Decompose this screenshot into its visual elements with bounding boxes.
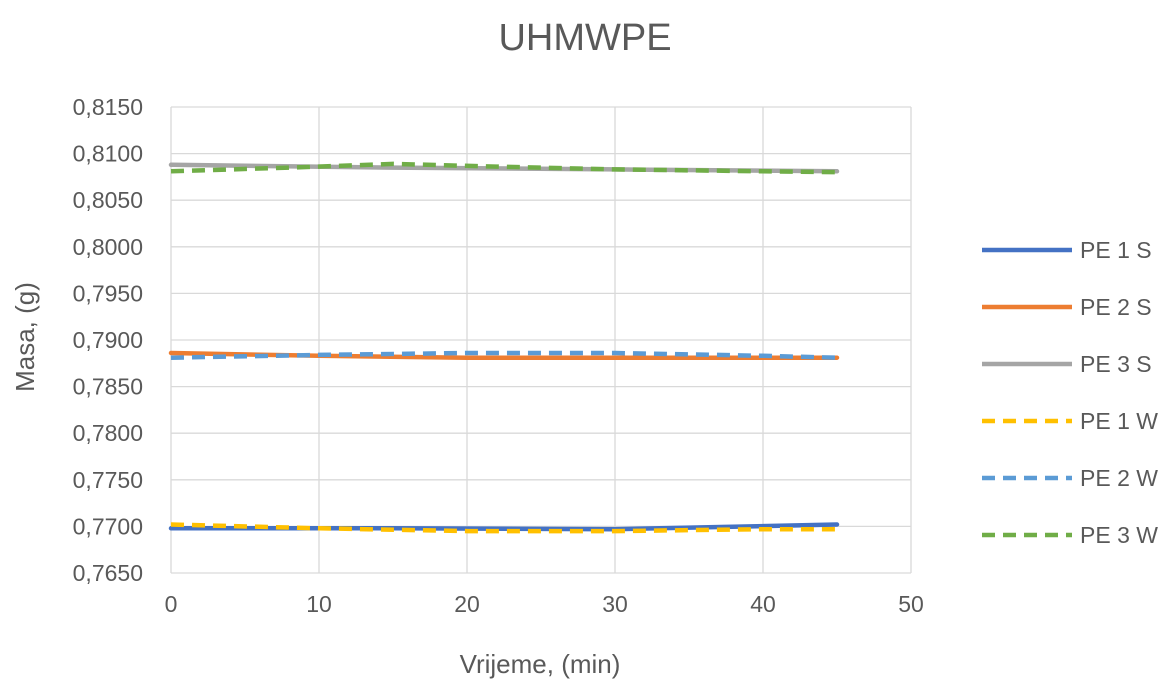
y-tick-label: 0,8100 <box>73 141 143 167</box>
x-axis-ticks: 0 10 20 30 40 50 <box>165 591 924 617</box>
y-tick-label: 0,8000 <box>73 234 143 260</box>
y-tick-label: 0,8150 <box>73 94 143 120</box>
x-tick-label: 50 <box>898 591 924 617</box>
x-tick-label: 40 <box>750 591 776 617</box>
legend: PE 1 S PE 2 S PE 3 S PE 1 W PE 2 W PE 3 W <box>982 237 1158 548</box>
x-tick-label: 20 <box>454 591 480 617</box>
y-tick-label: 0,7800 <box>73 420 143 446</box>
legend-label: PE 1 W <box>1080 408 1158 434</box>
y-axis-ticks: 0,7650 0,7700 0,7750 0,7800 0,7850 0,7900 0,79… <box>73 94 143 586</box>
series-line-2 <box>168 350 840 360</box>
series-line-3 <box>168 162 840 174</box>
y-tick-label: 0,7650 <box>73 560 143 586</box>
legend-label: PE 2 S <box>1080 294 1152 320</box>
legend-label: PE 2 W <box>1080 465 1158 491</box>
y-tick-label: 0,7950 <box>73 280 143 306</box>
y-tick-label: 0,7750 <box>73 467 143 493</box>
legend-label: PE 3 S <box>1080 351 1152 377</box>
gridlines <box>170 106 912 574</box>
legend-label: PE 1 S <box>1080 237 1152 263</box>
series-lines <box>168 161 840 534</box>
legend-label: PE 3 W <box>1080 522 1158 548</box>
x-tick-label: 0 <box>165 591 178 617</box>
x-axis-label: Vrijeme, (min) <box>460 649 621 679</box>
chart-title: UHMWPE <box>498 17 671 59</box>
series-line-1 <box>168 522 840 532</box>
y-tick-label: 0,7700 <box>73 513 143 539</box>
y-tick-label: 0,8050 <box>73 187 143 213</box>
x-tick-label: 30 <box>602 591 628 617</box>
x-tick-label: 10 <box>306 591 332 617</box>
y-axis-label: Masa, (g) <box>10 282 40 392</box>
y-tick-label: 0,7850 <box>73 374 143 400</box>
y-tick-label: 0,7900 <box>73 327 143 353</box>
series-line-6 <box>170 161 838 175</box>
